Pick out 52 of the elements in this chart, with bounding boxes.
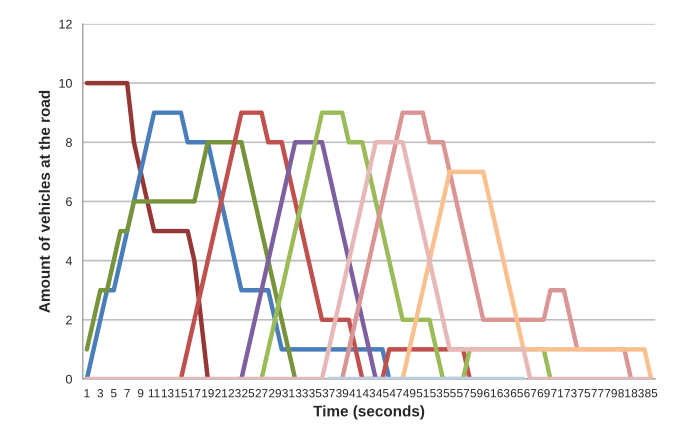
x-tick-label: 59 [470, 389, 483, 398]
x-tick-label: 21 [215, 389, 228, 398]
x-tick-label: 19 [202, 389, 214, 398]
x-tick-label: 15 [175, 389, 187, 398]
x-tick-label: 35 [309, 389, 322, 398]
x-tick-label: 53 [430, 389, 442, 398]
y-tick-label: 4 [66, 256, 72, 266]
x-tick-label: 5 [110, 389, 117, 398]
x-tick-label: 61 [484, 389, 496, 398]
x-tick-label: 83 [632, 389, 644, 398]
x-tick-label: 7 [124, 389, 130, 398]
x-tick-label: 11 [148, 389, 160, 398]
x-tick-label: 45 [376, 389, 389, 398]
x-tick-label: 17 [188, 389, 200, 398]
x-tick-label: 73 [564, 389, 577, 398]
x-tick-label: 79 [604, 389, 617, 398]
x-tick-label: 77 [592, 389, 604, 398]
x-tick-label: 75 [578, 389, 590, 398]
x-tick-label: 37 [322, 389, 335, 398]
y-tick-label: 6 [66, 197, 72, 206]
x-tick-label: 71 [551, 389, 564, 398]
x-tick-label: 47 [390, 389, 402, 398]
y-tick-label: 8 [66, 138, 72, 147]
x-tick-label: 65 [510, 389, 523, 398]
x-tick-label: 51 [416, 389, 429, 398]
x-tick-label: 43 [362, 389, 376, 398]
x-tick-label: 3 [97, 389, 104, 398]
y-tick-label: 2 [66, 316, 72, 324]
x-tick-label: 41 [349, 389, 362, 398]
x-tick-label: 9 [138, 389, 144, 398]
x-tick-label: 67 [524, 389, 536, 398]
x-tick-label: 31 [282, 389, 294, 398]
x-tick-label: 55 [444, 389, 456, 398]
x-tick-label: 33 [296, 389, 308, 398]
x-tick-label: 39 [336, 389, 348, 398]
x-tick-label: 49 [403, 389, 416, 398]
x-tick-label: 1 [84, 389, 90, 398]
x-axis-title: Time (seconds) [313, 405, 424, 420]
x-tick-label: 63 [497, 389, 510, 398]
y-tick-label: 10 [59, 78, 72, 88]
x-tick-label: 29 [269, 389, 281, 398]
y-axis-title: Amount of vehicles at the road [38, 90, 50, 313]
x-tick-label: 85 [645, 389, 658, 398]
x-tick-label: 13 [162, 389, 174, 398]
x-tick-label: 69 [538, 389, 550, 398]
x-tick-label: 57 [457, 389, 470, 398]
x-tick-label: 23 [228, 389, 241, 398]
y-tick-label: 0 [66, 374, 72, 384]
x-tick-label: 25 [242, 389, 254, 398]
x-tick-label: 81 [618, 389, 630, 398]
y-tick-label: 12 [59, 20, 72, 28]
x-tick-label: 27 [256, 389, 268, 398]
